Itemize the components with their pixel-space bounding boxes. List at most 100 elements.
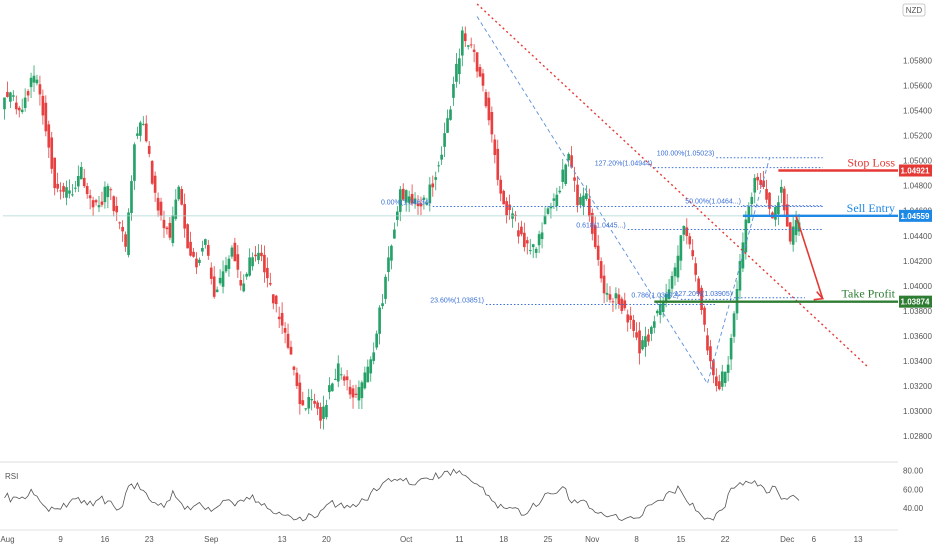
candle-down: [626, 314, 630, 323]
candle-down: [469, 44, 473, 46]
candle-up: [452, 84, 455, 98]
candle-down: [316, 402, 319, 409]
candle-up: [71, 194, 74, 196]
candle-down: [44, 102, 48, 132]
candle-down: [472, 49, 476, 52]
candle-down: [121, 226, 124, 232]
candle-down: [525, 240, 529, 244]
candle-up: [726, 364, 730, 373]
candle-up: [393, 229, 396, 239]
candle-down: [212, 276, 216, 297]
candle-down: [260, 252, 263, 257]
candle-down: [717, 381, 721, 390]
candle-down: [354, 393, 358, 395]
fib-level-label: 0.00%(1.04634): [381, 199, 431, 206]
time-tick-label: 20: [322, 535, 331, 544]
candle-up: [534, 248, 538, 253]
candle-up: [29, 77, 33, 88]
candle-down: [192, 251, 195, 257]
candle-down: [88, 195, 92, 199]
candle-up: [552, 198, 556, 201]
candle-up: [777, 202, 780, 215]
candle-up: [242, 283, 246, 292]
candle-up: [333, 378, 337, 380]
candle-down: [150, 161, 154, 184]
candle-down: [517, 230, 520, 237]
candle-down: [484, 92, 488, 107]
candle-up: [331, 383, 334, 392]
candle-down: [183, 204, 186, 229]
candle-up: [555, 194, 559, 206]
candle-up: [97, 205, 101, 208]
candle-up: [230, 247, 234, 257]
candle-down: [165, 227, 169, 230]
candle-down: [112, 196, 116, 212]
time-tick-label: Aug: [0, 535, 14, 544]
candle-down: [691, 250, 695, 257]
candle-up: [443, 133, 446, 147]
candle-up: [304, 408, 308, 410]
price-tick-label: 1.03200: [903, 382, 932, 391]
time-tick-label: 9: [58, 535, 63, 544]
candle-up: [729, 337, 733, 360]
price-tick-label: 1.04400: [903, 232, 932, 241]
candle-down: [6, 92, 9, 97]
candle-up: [667, 289, 671, 300]
candle-up: [425, 202, 429, 205]
candle-down: [91, 200, 95, 208]
candle-up: [641, 340, 644, 350]
candle-up: [732, 313, 736, 337]
candle-up: [245, 273, 249, 277]
candle-down: [94, 200, 98, 203]
candle-down: [115, 205, 119, 213]
candle-up: [774, 206, 777, 220]
candle-down: [715, 376, 718, 386]
candle-up: [76, 176, 80, 187]
candle-down: [756, 176, 760, 181]
candle-up: [579, 197, 582, 205]
candle-up: [381, 303, 384, 307]
candle-down: [14, 102, 18, 110]
candle-down: [351, 388, 355, 398]
candle-down: [313, 400, 316, 404]
time-axis: Aug 9 16 23 Sep 13 20 Oct 11 18 25 Nov 8 15 22 Dec 6 13: [0, 529, 898, 544]
candle-up: [177, 186, 181, 200]
candle-up: [679, 235, 683, 261]
candle-up: [458, 58, 461, 75]
candle-up: [79, 167, 83, 180]
candle-up: [605, 292, 609, 295]
candle-down: [233, 242, 237, 262]
candle-up: [339, 374, 343, 376]
candle-up: [744, 219, 748, 253]
candle-down: [268, 283, 272, 285]
candle-up: [9, 92, 12, 102]
candle-down: [62, 186, 65, 192]
candle-down: [782, 188, 786, 211]
candle-up: [378, 307, 381, 334]
candle-down: [706, 335, 709, 351]
currency-label: NZD: [906, 6, 923, 15]
price-tick-label: 1.04000: [903, 282, 932, 291]
candle-up: [407, 196, 411, 203]
candle-up: [23, 97, 27, 109]
price-tick-label: 1.05400: [903, 106, 932, 115]
candle-down: [523, 232, 526, 248]
price-tick-label: 1.04200: [903, 257, 932, 266]
fib-level-label: 100.00%(1.05023): [657, 151, 715, 158]
candle-down: [209, 267, 213, 279]
candle-up: [221, 271, 225, 287]
stop-loss-label: Stop Loss: [847, 155, 895, 169]
candle-up: [35, 79, 39, 84]
candle-down: [153, 175, 157, 193]
candle-up: [543, 215, 547, 225]
candle-down: [301, 400, 305, 406]
candle-down: [274, 295, 278, 305]
candle-up: [198, 259, 201, 263]
candle-down: [254, 254, 257, 257]
candle-up: [661, 301, 665, 313]
candle-up: [257, 252, 260, 261]
candle-up: [546, 208, 550, 214]
candle-up: [360, 382, 364, 399]
